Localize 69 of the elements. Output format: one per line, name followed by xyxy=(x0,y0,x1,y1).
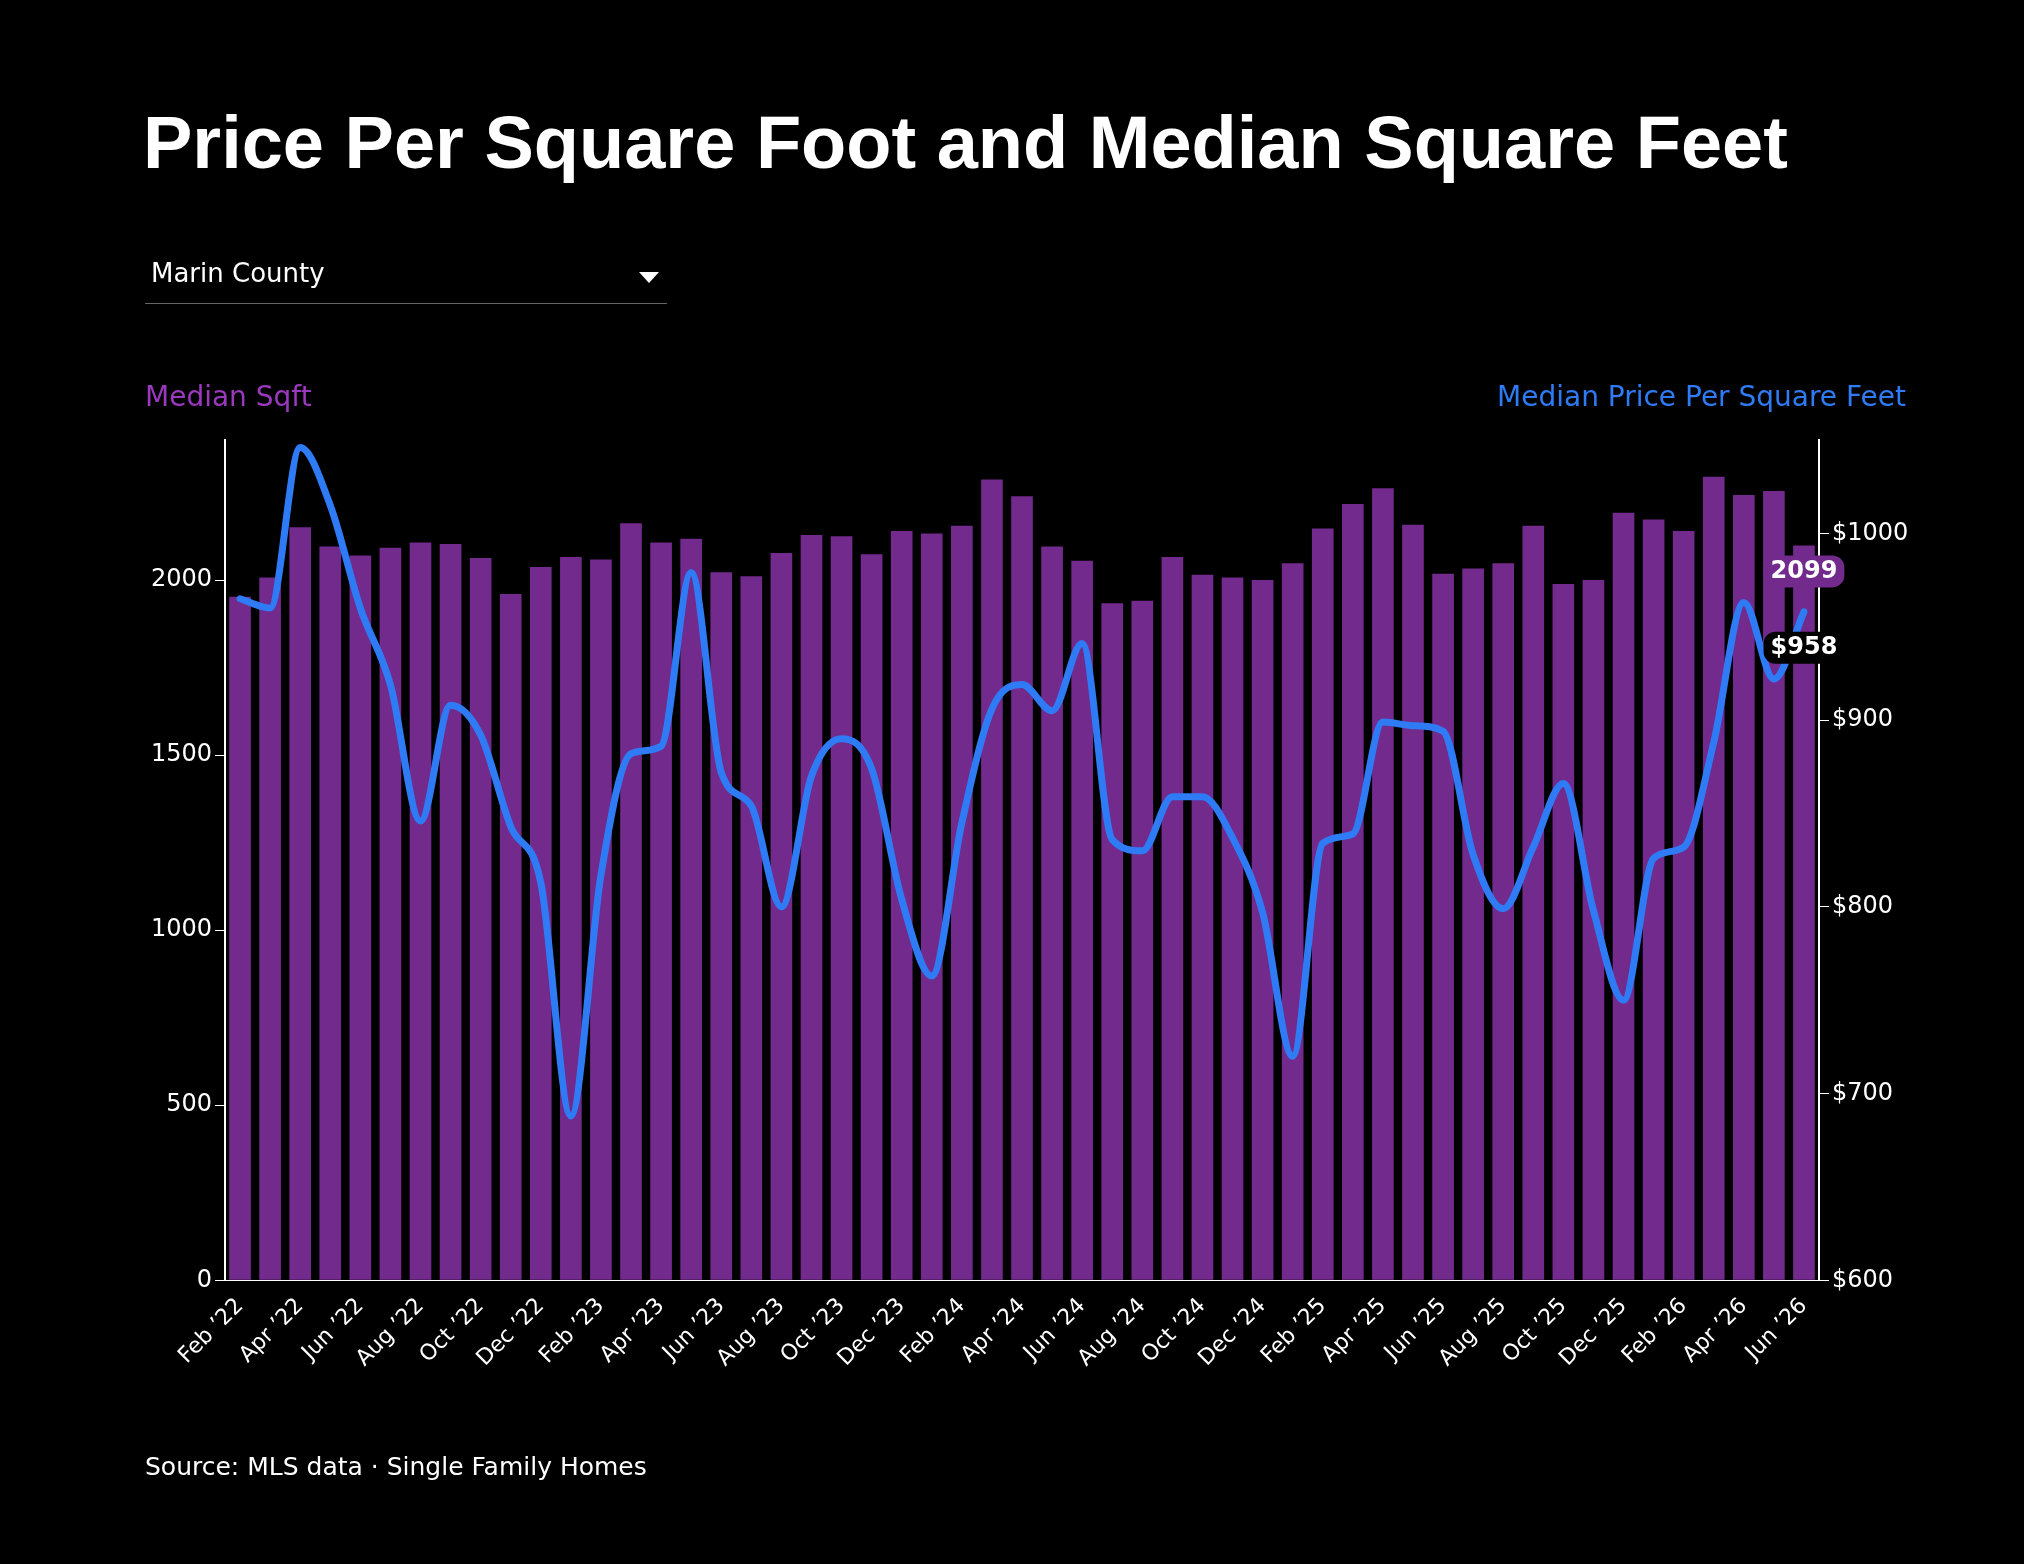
bar xyxy=(379,547,402,1280)
data-label: 2099 xyxy=(1770,555,1838,584)
bar xyxy=(1702,476,1725,1280)
region-dropdown: Marin County xyxy=(145,252,667,304)
y-tick-label: 2000 xyxy=(150,564,212,593)
bar xyxy=(560,556,582,1280)
bar xyxy=(349,555,372,1280)
bar xyxy=(1281,563,1304,1280)
bar xyxy=(1101,603,1124,1280)
bar xyxy=(1552,583,1575,1280)
y-tick-label: 1000 xyxy=(150,914,212,943)
bar xyxy=(650,542,672,1280)
bar xyxy=(1071,560,1093,1280)
y-tick-label: 0 xyxy=(196,1264,212,1293)
bar xyxy=(620,523,642,1280)
bar xyxy=(1251,580,1274,1280)
bar xyxy=(1432,573,1454,1280)
bar xyxy=(1372,488,1394,1280)
bar xyxy=(1131,600,1154,1280)
bar xyxy=(1642,519,1665,1280)
bar xyxy=(1462,568,1484,1280)
bar xyxy=(981,479,1003,1280)
bar xyxy=(1492,563,1515,1280)
bar xyxy=(1011,496,1033,1280)
bar xyxy=(439,543,462,1280)
y2-tick-label: $1000 xyxy=(1832,517,1909,546)
bar xyxy=(740,576,763,1280)
bar xyxy=(951,525,973,1280)
bar xyxy=(529,567,552,1280)
bar xyxy=(830,536,853,1280)
chart-title: Price Per Square Foot and Median Square Feet xyxy=(143,100,1788,185)
source-note: Source: MLS data · Single Family Homes xyxy=(145,1452,647,1481)
bar xyxy=(1402,524,1424,1280)
bar xyxy=(319,546,342,1280)
chart-subtitle: Marin County xyxy=(151,258,325,288)
bar xyxy=(259,577,281,1280)
bar xyxy=(890,531,913,1280)
bar xyxy=(1311,528,1334,1280)
bar xyxy=(1522,525,1545,1280)
bar xyxy=(800,534,823,1280)
data-label: $958 xyxy=(1770,632,1838,661)
y-tick-label: 500 xyxy=(166,1089,212,1118)
bar xyxy=(289,527,312,1280)
y-tick-label: 1500 xyxy=(150,739,212,768)
bar xyxy=(1732,494,1755,1280)
bar xyxy=(1191,574,1214,1280)
bar xyxy=(1672,531,1695,1280)
bar xyxy=(680,538,702,1280)
bar xyxy=(409,542,432,1280)
bar xyxy=(1612,512,1635,1280)
bar xyxy=(1161,556,1184,1280)
y2-tick-label: $600 xyxy=(1832,1264,1894,1293)
bar xyxy=(920,533,943,1280)
bar xyxy=(499,594,522,1280)
bar xyxy=(1041,546,1063,1280)
bar xyxy=(1221,577,1244,1280)
y2-tick-label: $800 xyxy=(1832,891,1894,920)
bar xyxy=(710,572,733,1280)
y2-tick-label: $900 xyxy=(1832,704,1894,733)
bar xyxy=(770,553,793,1280)
y2-tick-label: $700 xyxy=(1832,1077,1894,1106)
bar xyxy=(469,557,492,1280)
bar xyxy=(1342,504,1364,1280)
bar xyxy=(860,554,883,1280)
bar xyxy=(1582,580,1605,1280)
y2-axis-title: Median Price Per Square Feet xyxy=(1497,380,1906,413)
y-axis-title: Median Sqft xyxy=(145,380,312,413)
bar xyxy=(229,596,251,1280)
bar xyxy=(590,559,612,1280)
